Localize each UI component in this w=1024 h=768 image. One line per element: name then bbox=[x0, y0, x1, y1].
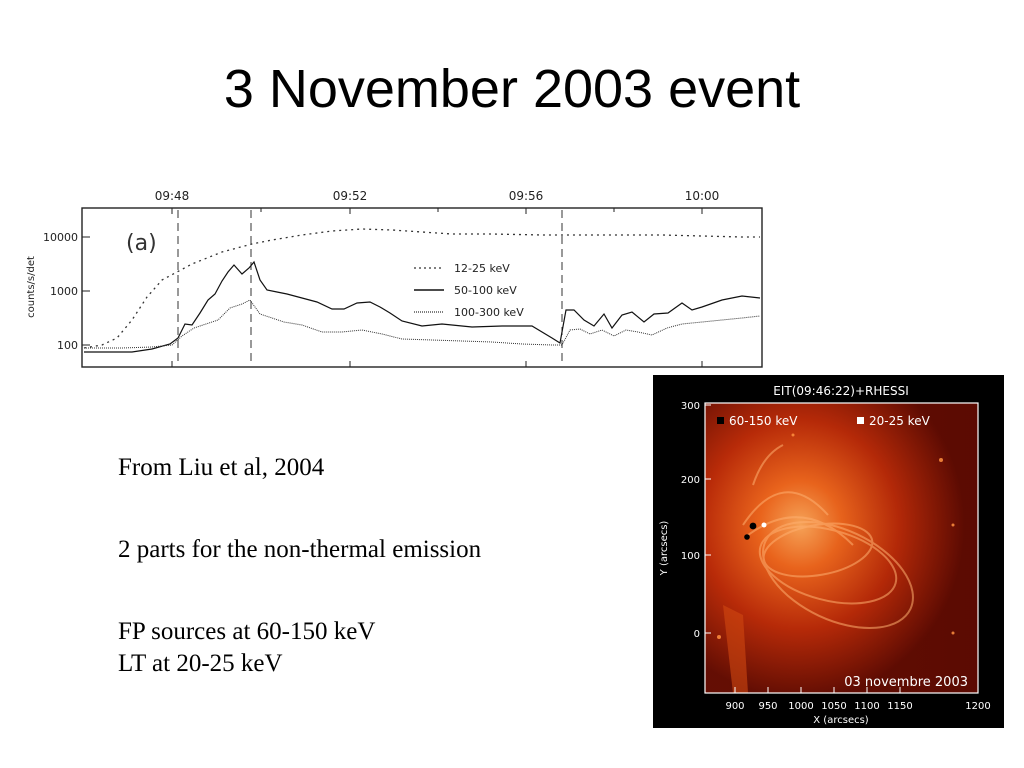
legend-60-150: 60-150 keV bbox=[729, 414, 798, 428]
solar-y-tick-100: 100 bbox=[681, 551, 700, 562]
solar-x-tick-1200: 1200 bbox=[965, 701, 990, 712]
legend-100-300: 100-300 keV bbox=[454, 306, 524, 319]
solar-x-tick-900: 900 bbox=[725, 701, 744, 712]
legend-swatch-20-25 bbox=[857, 417, 864, 424]
time-tick-0956: 09:56 bbox=[509, 189, 544, 203]
solar-ticks bbox=[705, 404, 979, 693]
curve-100-300-kev bbox=[84, 299, 761, 349]
legend-20-25: 20-25 keV bbox=[869, 414, 931, 428]
top-ticks bbox=[171, 208, 703, 367]
source-citation: From Liu et al, 2004 bbox=[118, 454, 325, 481]
solar-x-axis-label: X (arcsecs) bbox=[813, 715, 869, 726]
fp-sources-line: FP sources at 60-150 keV bbox=[118, 618, 376, 645]
time-tick-0952: 09:52 bbox=[333, 189, 368, 203]
solar-y-tick-300: 300 bbox=[681, 401, 700, 412]
solar-y-tick-200: 200 bbox=[681, 475, 700, 486]
y-tick-100: 100 bbox=[57, 339, 78, 352]
image-date-label: 03 novembre 2003 bbox=[844, 675, 968, 690]
body-text: From Liu et al, 2004 2 parts for the non… bbox=[118, 452, 481, 680]
bright-spots bbox=[717, 433, 955, 639]
y-tick-10000: 10000 bbox=[43, 231, 78, 244]
solar-image-title: EIT(09:46:22)+RHESSI bbox=[773, 384, 908, 398]
solar-x-tick-1150: 1150 bbox=[887, 701, 912, 712]
coronal-loops bbox=[742, 444, 914, 629]
y-ticks bbox=[82, 236, 90, 346]
legend-50-100: 50-100 keV bbox=[454, 284, 517, 297]
legend-12-25: 12-25 keV bbox=[454, 262, 510, 275]
solar-x-tick-1050: 1050 bbox=[821, 701, 846, 712]
lightcurve-frame bbox=[81, 207, 763, 368]
fp-source-1 bbox=[749, 522, 757, 530]
solar-image: EIT(09:46:22)+RHESSI bbox=[659, 384, 991, 726]
curve-12-25-kev bbox=[83, 228, 760, 349]
y-axis-label: counts/s/det bbox=[26, 256, 37, 318]
lightcurve-legend: 12-25 keV 50-100 keV 100-300 keV bbox=[414, 262, 524, 319]
non-thermal-line: 2 parts for the non-thermal emission bbox=[118, 536, 482, 563]
lightcurve-plot: 09:48 09:52 09:56 10:00 10000 1000 100 c… bbox=[26, 189, 763, 368]
solar-image-panel: EIT(09:46:22)+RHESSI bbox=[653, 375, 1004, 728]
solar-x-tick-1100: 1100 bbox=[854, 701, 879, 712]
legend-swatch-60-150 bbox=[717, 417, 724, 424]
panel-label: (a) bbox=[126, 231, 157, 256]
solar-y-tick-0: 0 bbox=[694, 629, 700, 640]
eit-image bbox=[705, 403, 978, 693]
y-tick-1000: 1000 bbox=[50, 285, 78, 298]
curve-50-100-kev bbox=[84, 260, 761, 353]
time-tick-1000: 10:00 bbox=[685, 189, 720, 203]
solar-y-axis-label: Y (arcsecs) bbox=[659, 521, 670, 577]
fp-source-2 bbox=[744, 534, 750, 540]
lt-source bbox=[761, 522, 767, 528]
time-markers bbox=[177, 210, 563, 366]
time-tick-0948: 09:48 bbox=[155, 189, 190, 203]
slide-title: 3 November 2003 event bbox=[223, 59, 801, 119]
solar-x-tick-1000: 1000 bbox=[788, 701, 813, 712]
solar-x-tick-950: 950 bbox=[758, 701, 777, 712]
solar-frame bbox=[704, 402, 979, 694]
lt-line: LT at 20-25 keV bbox=[118, 650, 283, 677]
